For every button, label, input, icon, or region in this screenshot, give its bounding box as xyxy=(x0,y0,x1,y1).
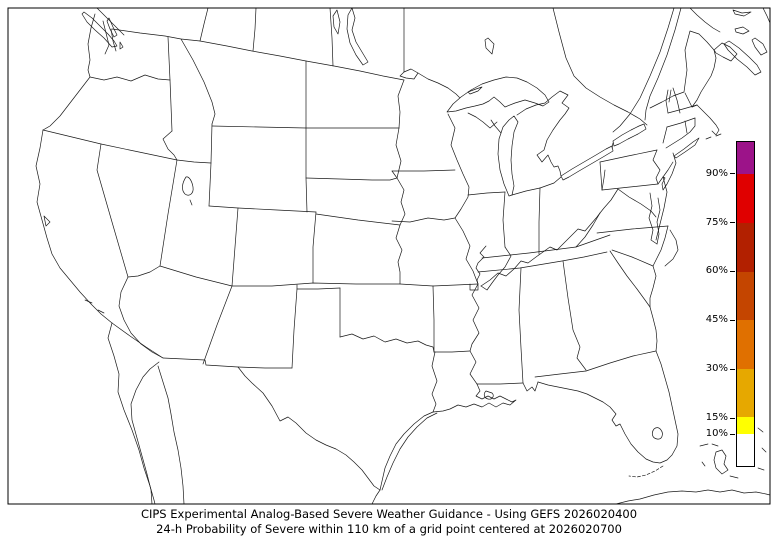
islands-outlines xyxy=(615,427,770,504)
colorbar-tick-label: 45% xyxy=(705,314,728,326)
colorbar-tick-label: 30% xyxy=(705,363,728,375)
colorbar-segment xyxy=(737,433,754,466)
probability-colorbar xyxy=(736,141,755,467)
colorbar-segment xyxy=(737,222,754,272)
colorbar-segment xyxy=(737,271,754,321)
figure-caption: CIPS Experimental Analog-Based Severe We… xyxy=(8,507,770,537)
colorbar-tick-mark xyxy=(730,270,735,272)
colorbar-tick-label: 15% xyxy=(705,412,728,424)
canada-outlines xyxy=(81,8,770,133)
colorbar-segment xyxy=(737,368,754,418)
colorbar-segment xyxy=(737,320,754,369)
colorbar-tick-label: 10% xyxy=(705,428,728,440)
colorbar-tick-mark xyxy=(730,417,735,419)
plains-state-borders xyxy=(159,79,479,369)
colorbar-tick-label: 90% xyxy=(705,167,728,179)
colorbar-tick-mark xyxy=(730,173,735,175)
colorbar-segment xyxy=(737,417,754,434)
texas-borders xyxy=(237,351,438,491)
caption-line-2: 24-h Probability of Severe within 110 km… xyxy=(156,522,622,536)
caption-line-1: CIPS Experimental Analog-Based Severe We… xyxy=(140,507,638,521)
colorbar-tick-mark xyxy=(730,368,735,370)
colorbar-tick-mark xyxy=(730,222,735,223)
colorbar-tick-label: 75% xyxy=(705,216,728,228)
midwest-state-borders xyxy=(447,112,601,385)
map-frame xyxy=(7,7,771,505)
colorbar-segment xyxy=(737,142,754,175)
colorbar-tick-mark xyxy=(730,433,735,435)
colorbar-tick-mark xyxy=(730,319,735,321)
colorbar-segment xyxy=(737,174,754,223)
florida-outline xyxy=(537,350,679,478)
mexico-outlines xyxy=(107,322,381,504)
colorbar-tick-label: 60% xyxy=(705,265,728,277)
southeast-state-borders xyxy=(432,212,679,413)
western-state-borders xyxy=(35,13,317,365)
northeast-state-borders xyxy=(599,49,722,245)
great-lakes xyxy=(446,76,647,197)
